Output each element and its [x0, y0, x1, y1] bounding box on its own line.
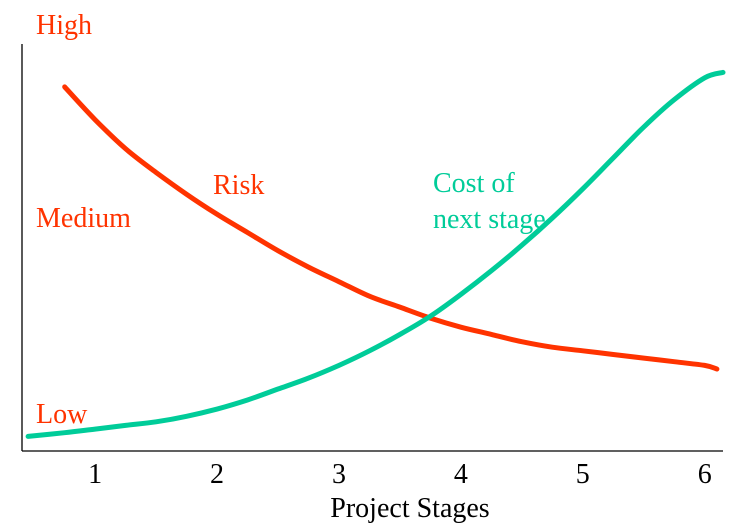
y-level-low: Low [36, 399, 88, 430]
series-line-risk [62, 84, 720, 372]
x-tick-label-4: 4 [454, 459, 468, 490]
x-tick-label-2: 2 [210, 459, 224, 490]
series-line-cost-of-next-stage [25, 69, 726, 439]
series-label-cost-line-2: next stage [433, 204, 546, 235]
series-lines [25, 69, 726, 439]
x-tick-label-6: 6 [698, 459, 712, 490]
x-tick-labels: 1 2 3 4 5 6 [88, 459, 712, 490]
series-label-risk: Risk [213, 170, 264, 201]
y-level-high: High [36, 10, 92, 41]
series-labels: Risk Cost of next stage [213, 168, 546, 235]
x-tick-label-3: 3 [332, 459, 346, 490]
x-tick-label-1: 1 [88, 459, 102, 490]
series-label-cost-line-1: Cost of [433, 168, 515, 199]
axes [21, 44, 723, 452]
x-axis-title: Project Stages [330, 493, 489, 524]
y-level-labels: High Medium Low [36, 10, 131, 430]
x-tick-label-5: 5 [576, 459, 590, 490]
y-level-medium: Medium [36, 203, 131, 234]
